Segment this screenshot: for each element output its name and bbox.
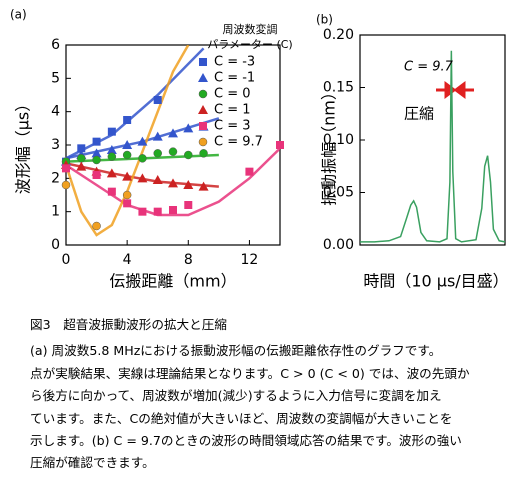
legend-label: C = -3 <box>214 55 255 70</box>
legend-marker <box>198 137 208 147</box>
y-tick-label: 4 <box>51 104 60 120</box>
point <box>199 149 208 158</box>
point <box>153 149 162 158</box>
y-tick-label: 0.15 <box>323 80 354 96</box>
y-tick-label: 5 <box>51 70 60 86</box>
point <box>183 180 194 189</box>
point <box>122 190 132 200</box>
x-tick-label: 12 <box>241 252 259 268</box>
panel-label: (b) <box>316 13 333 27</box>
point <box>153 207 162 216</box>
point <box>92 137 101 146</box>
annotation: C = 9.7 <box>404 60 454 75</box>
point <box>168 178 178 188</box>
panel-label: (a) <box>10 8 27 22</box>
legend-marker <box>199 122 207 130</box>
point <box>153 96 162 104</box>
legend-label: C = 3 <box>214 119 251 134</box>
y-tick-label: 0 <box>51 237 60 253</box>
legend-marker <box>198 105 208 114</box>
legend-label: C = -1 <box>214 71 255 86</box>
point <box>245 167 254 176</box>
point <box>138 207 147 216</box>
point <box>276 141 284 149</box>
signal-line <box>360 50 506 243</box>
point <box>76 161 87 171</box>
point <box>62 164 70 173</box>
y-tick-label: 3 <box>51 137 60 153</box>
legend-marker <box>198 73 208 82</box>
caption-line: ら後方に向かって、周波数が増加(減少)するように入力信号に変調を加え <box>30 388 442 404</box>
legend-title: 周波数変調 <box>223 22 278 36</box>
point <box>183 123 194 133</box>
point <box>91 148 102 158</box>
point <box>107 127 116 136</box>
y-axis-label: 波形幅（μs） <box>14 96 33 195</box>
annotation: 圧縮 <box>404 105 434 123</box>
legend-title: パラメーター (C) <box>207 38 292 51</box>
point <box>184 201 193 209</box>
y-tick-label: 0.05 <box>323 185 354 201</box>
y-tick-label: 0.20 <box>323 27 354 43</box>
x-tick-label: 8 <box>184 252 193 268</box>
point <box>92 155 101 165</box>
point <box>77 154 86 163</box>
y-tick-label: 6 <box>51 37 60 53</box>
point <box>92 221 101 231</box>
point <box>137 173 148 183</box>
point <box>107 187 116 196</box>
point <box>123 116 132 124</box>
fit-line <box>66 147 280 217</box>
caption-line: ています。また、Cの絶対値が大きいほど、周波数の変調幅が大きいことを <box>30 410 453 426</box>
y-tick-label: 2 <box>51 170 60 186</box>
point <box>92 171 101 179</box>
y-tick-label: 0.10 <box>323 132 354 148</box>
caption-line: 示します。(b) C = 9.7のときの波形の時間領域応答の結果です。波形の強い <box>30 433 462 449</box>
point <box>168 128 178 138</box>
legend-marker <box>199 58 207 66</box>
point <box>152 175 163 184</box>
point <box>106 145 117 154</box>
fit-line <box>66 47 205 160</box>
caption: 図3 超音波振動波形の拡大と圧縮 (a) 周波数5.8 MHzにおける振動波形幅… <box>30 314 525 475</box>
x-tick-label: 4 <box>123 252 132 268</box>
point <box>184 150 193 160</box>
legend-marker <box>198 89 208 99</box>
x-tick-label: 0 <box>62 252 71 268</box>
point <box>138 154 147 163</box>
point <box>168 147 178 156</box>
point <box>122 171 133 181</box>
legend-label: C = 0 <box>214 87 251 102</box>
point <box>122 150 132 160</box>
point <box>122 140 133 149</box>
point <box>106 168 117 178</box>
caption-line: 点が実験結果、実線は理論結果となります。C > 0 (C < 0) では、波の先… <box>30 365 470 381</box>
point <box>152 131 163 141</box>
y-axis-label: 振動振幅（nm） <box>320 84 339 206</box>
y-tick-label: 0.00 <box>323 237 354 253</box>
y-tick-label: 1 <box>51 204 60 220</box>
legend-label: C = 9.7 <box>214 135 263 150</box>
point <box>77 144 86 153</box>
point <box>137 136 148 146</box>
x-axis-label: 時間（10 μs/目盛） <box>363 272 508 291</box>
point <box>169 206 177 214</box>
point <box>198 181 209 191</box>
caption-line: 圧縮が確認できます。 <box>30 455 155 471</box>
point <box>107 152 117 161</box>
x-axis-label: 伝搬距離（mm） <box>109 272 236 291</box>
point <box>123 199 132 208</box>
legend-label: C = 1 <box>214 103 251 118</box>
caption-title: 図3 超音波振動波形の拡大と圧縮 <box>30 317 227 332</box>
point <box>61 180 71 190</box>
compression-arrows <box>436 81 474 99</box>
caption-line: (a) 周波数5.8 MHzにおける振動波形幅の伝搬距離依存性のグラフです。 <box>30 343 442 359</box>
